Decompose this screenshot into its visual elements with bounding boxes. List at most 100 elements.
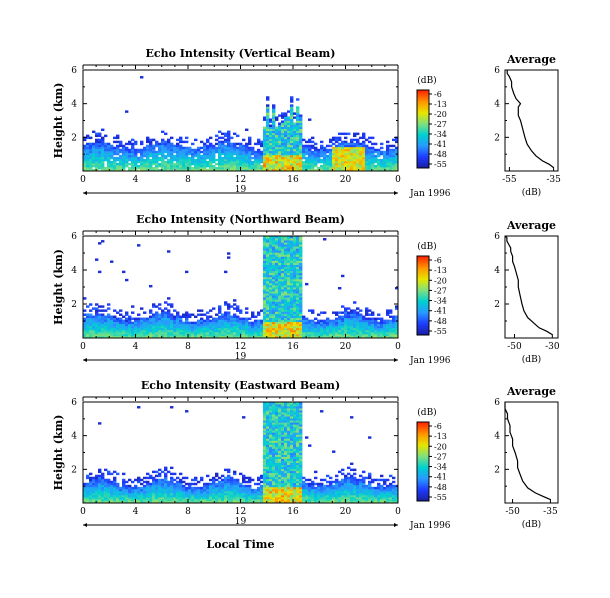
echo-cell xyxy=(281,464,285,468)
echo-cell xyxy=(230,488,234,492)
echo-cell xyxy=(83,321,87,325)
echo-cell xyxy=(167,166,171,170)
echo-cell xyxy=(194,168,198,172)
echo-cell xyxy=(95,309,99,312)
echo-cell xyxy=(230,144,234,148)
echo-cell xyxy=(368,317,372,321)
echo-cell xyxy=(299,148,303,152)
echo-cell xyxy=(242,148,246,152)
echo-cell xyxy=(137,313,141,316)
echo-cell xyxy=(320,148,324,152)
echo-cell xyxy=(158,152,162,156)
echo-cell xyxy=(218,333,222,337)
echo-cell xyxy=(101,158,105,162)
echo-cell xyxy=(311,329,315,333)
echo-cell xyxy=(287,162,291,166)
echo-cell xyxy=(218,494,222,498)
echo-cell xyxy=(275,333,279,337)
colorbar-label: -13 xyxy=(434,266,447,275)
echo-cell xyxy=(347,148,351,152)
echo-cell xyxy=(224,325,228,329)
echo-cell xyxy=(143,329,147,333)
echo-cell xyxy=(272,240,276,243)
echo-cell xyxy=(185,168,189,172)
echo-cell xyxy=(275,162,279,166)
echo-cell xyxy=(152,335,156,339)
echo-cell xyxy=(122,484,126,488)
echo-cell xyxy=(320,150,324,154)
echo-cell xyxy=(293,307,297,310)
echo-cell xyxy=(101,331,105,335)
echo-cell xyxy=(374,325,378,329)
echo-cell xyxy=(287,436,291,439)
echo-cell xyxy=(374,331,378,335)
echo-cell xyxy=(146,138,150,142)
colorbar-swatch xyxy=(417,321,429,324)
echo-cell xyxy=(131,323,135,327)
echo-cell xyxy=(95,488,99,492)
echo-cell xyxy=(137,323,141,327)
echo-cell xyxy=(131,138,135,142)
echo-cell xyxy=(182,490,186,494)
echo-cell xyxy=(281,112,285,115)
echo-cell xyxy=(251,168,255,172)
echo-cell xyxy=(293,448,297,451)
echo-cell xyxy=(287,494,291,498)
echo-cell xyxy=(281,436,285,439)
echo-cell xyxy=(239,160,243,164)
echo-cell xyxy=(212,480,216,484)
echo-cell xyxy=(269,460,273,463)
echo-cell xyxy=(290,307,294,310)
echo-cell xyxy=(272,404,276,407)
echo-cell xyxy=(164,325,168,329)
echo-cell xyxy=(191,160,195,164)
echo-cell xyxy=(230,329,234,333)
echo-cell xyxy=(302,148,306,152)
echo-cell xyxy=(293,299,297,302)
echo-cell xyxy=(212,144,216,148)
echo-cell xyxy=(185,150,189,154)
echo-cell xyxy=(179,136,183,140)
echo-cell xyxy=(161,488,165,492)
echo-cell xyxy=(224,311,228,314)
echo-cell xyxy=(248,486,252,490)
echo-cell xyxy=(107,164,111,168)
echo-cell xyxy=(353,142,357,146)
echo-cell xyxy=(260,498,264,502)
echo-cell xyxy=(239,486,243,490)
echo-cell xyxy=(221,160,225,164)
echo-cell xyxy=(281,132,285,136)
echo-cell xyxy=(164,146,168,150)
echo-cell xyxy=(284,456,288,459)
echo-cell xyxy=(140,325,144,329)
echo-cell xyxy=(284,484,288,488)
echo-cell xyxy=(107,317,111,321)
echo-cell xyxy=(191,150,195,154)
echo-cell xyxy=(266,460,270,463)
echo-cell xyxy=(89,496,93,500)
echo-cell xyxy=(278,319,282,323)
echo-cell xyxy=(299,162,303,166)
echo-cell xyxy=(233,152,237,156)
echo-cell xyxy=(263,293,267,296)
echo-cell xyxy=(158,325,162,329)
echo-cell xyxy=(116,311,120,314)
echo-cell xyxy=(140,482,144,486)
echo-cell xyxy=(197,313,201,316)
echo-cell xyxy=(278,492,282,496)
echo-cell xyxy=(272,162,276,166)
echo-cell xyxy=(185,270,189,274)
echo-cell xyxy=(317,154,321,158)
echo-cell xyxy=(101,138,105,142)
echo-cell xyxy=(290,309,294,312)
echo-cell xyxy=(296,152,300,156)
echo-cell xyxy=(272,256,276,259)
echo-cell xyxy=(341,140,345,144)
echo-cell xyxy=(212,148,216,152)
echo-cell xyxy=(233,331,237,335)
echo-cell xyxy=(110,321,114,325)
echo-cell xyxy=(338,323,342,327)
echo-cell xyxy=(377,164,381,168)
echo-cell xyxy=(281,484,285,488)
echo-cell xyxy=(266,254,270,257)
